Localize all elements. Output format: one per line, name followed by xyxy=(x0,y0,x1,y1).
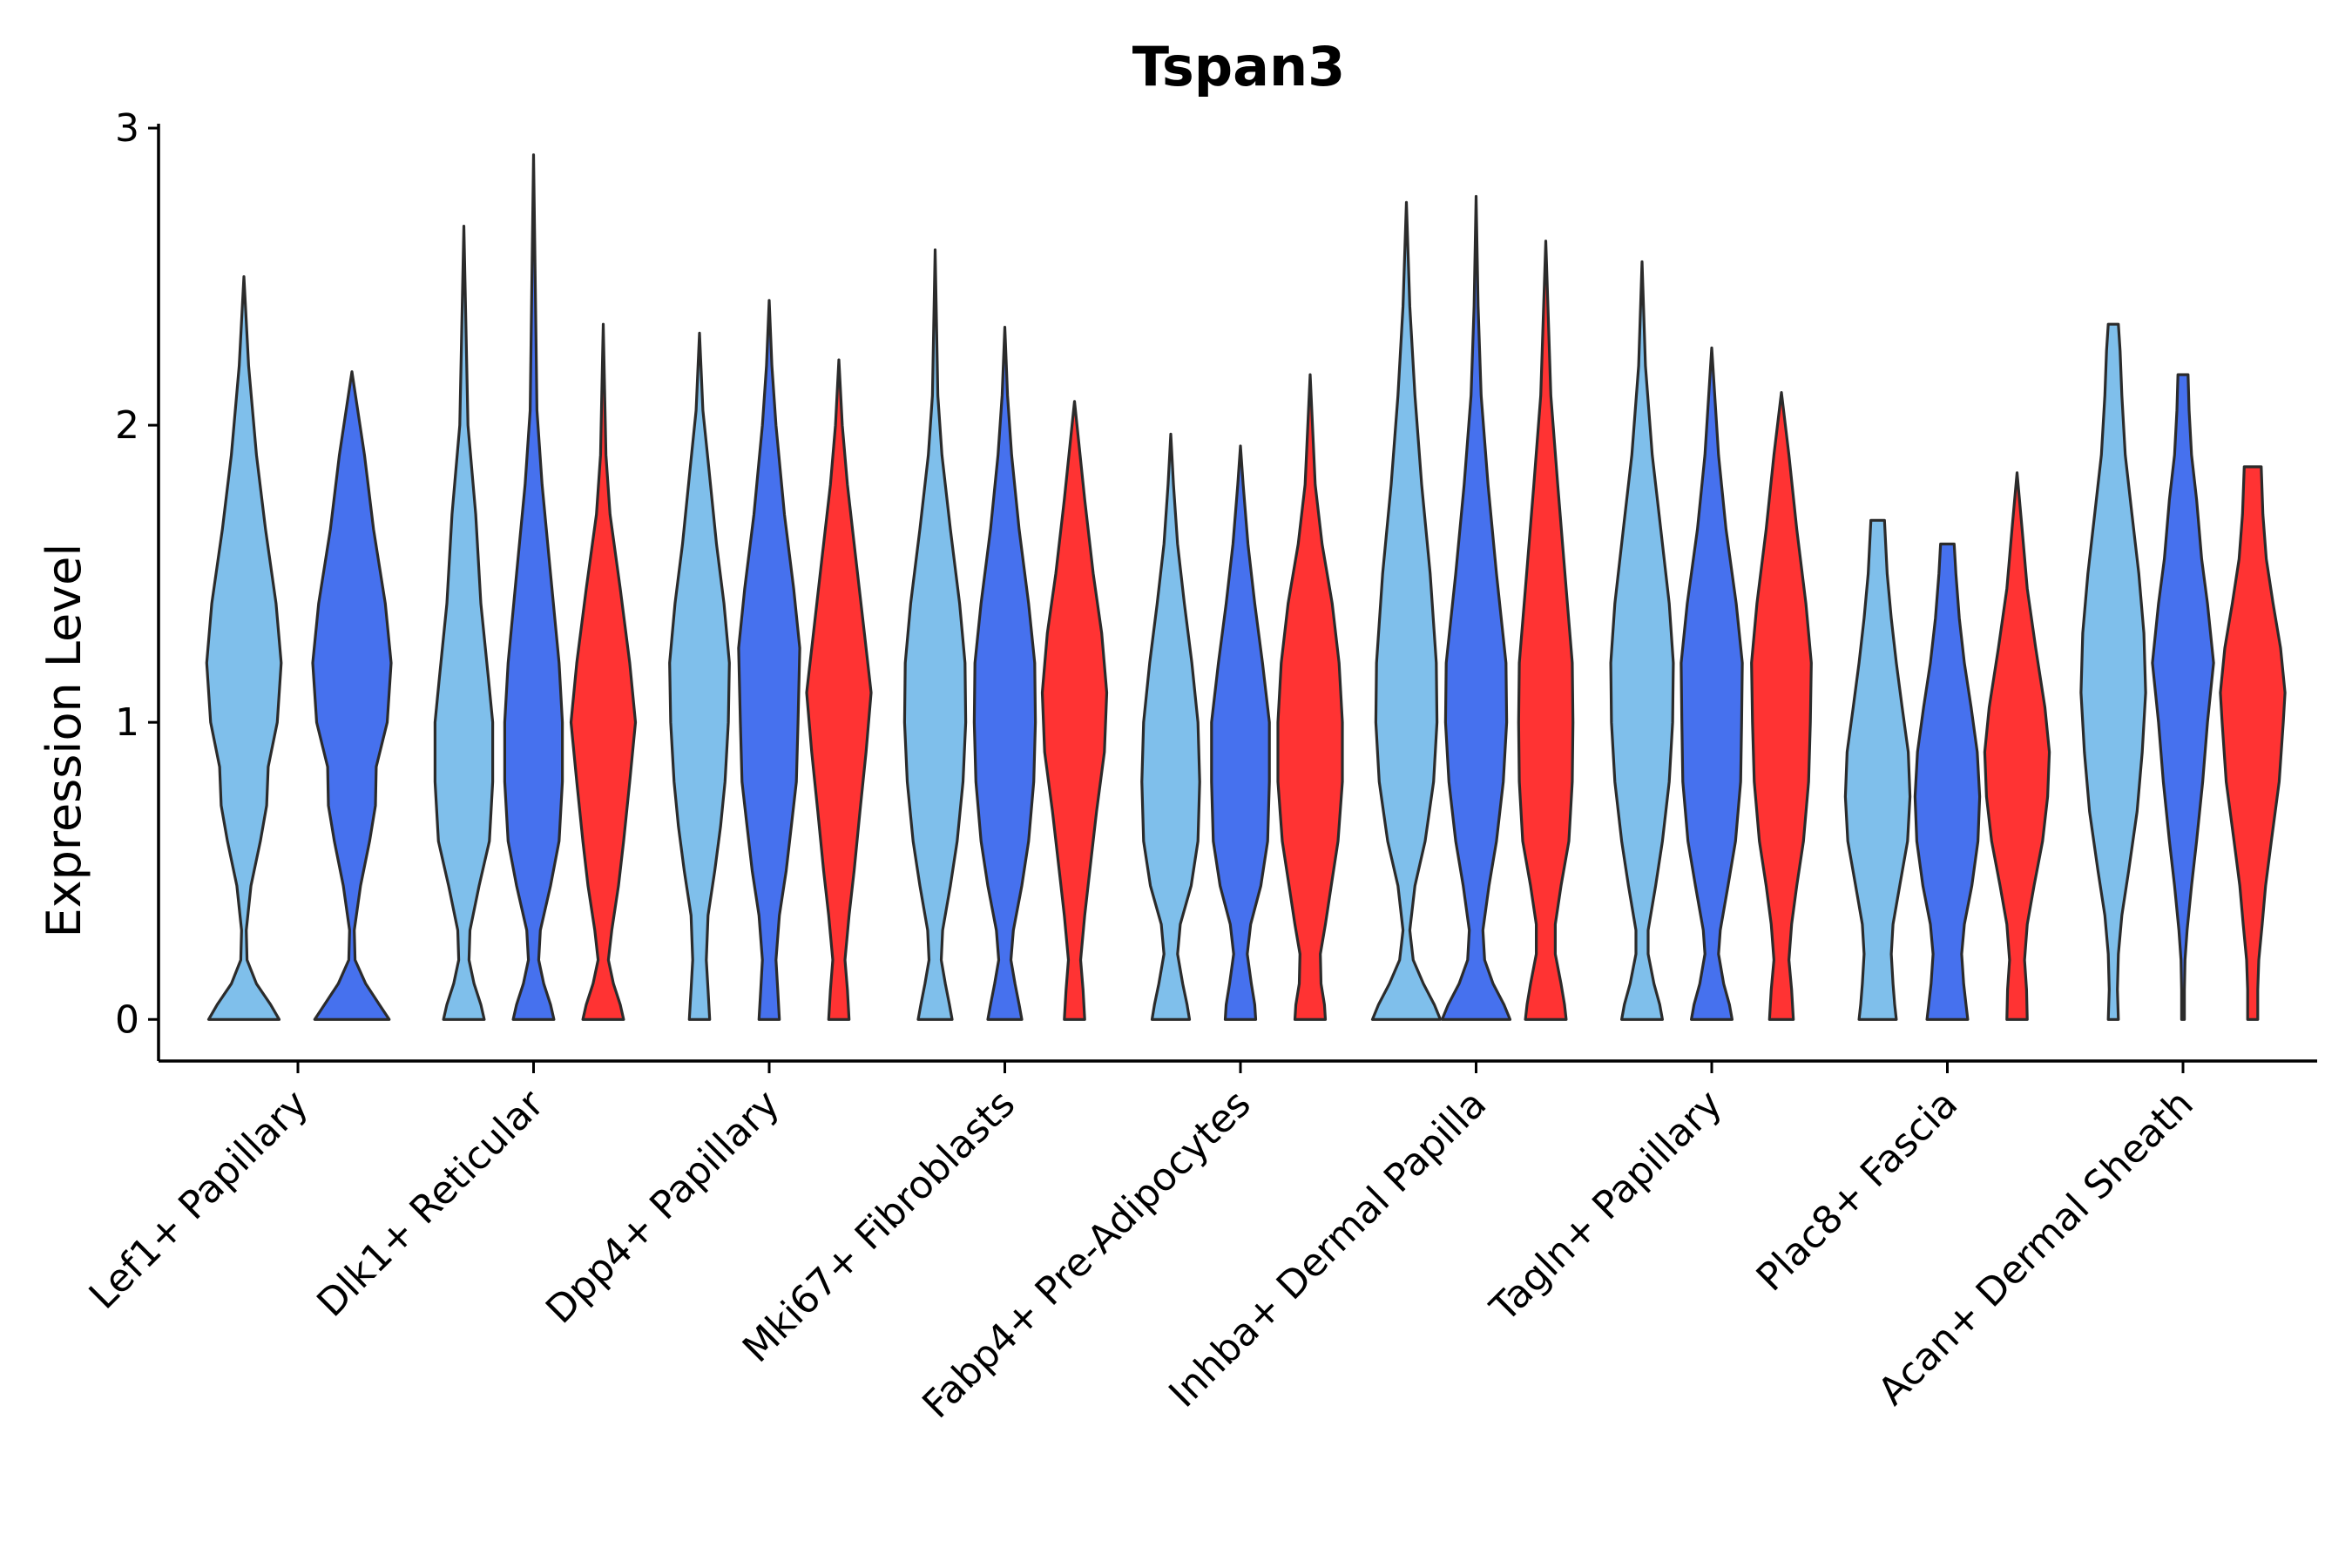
y-tick-label-1: 1 xyxy=(115,700,139,745)
violin-9-2 xyxy=(2151,373,2215,1021)
violin-5-1 xyxy=(1140,432,1201,1021)
y-tick-label-0: 0 xyxy=(115,997,139,1042)
violin-3-3 xyxy=(805,358,873,1021)
axes xyxy=(157,124,2317,1063)
violin-3-1 xyxy=(668,331,731,1021)
violin-5-3 xyxy=(1276,373,1344,1021)
y-tick-label-3: 3 xyxy=(115,106,139,151)
y-axis-label: Expression Level xyxy=(37,544,91,938)
violin-8-1 xyxy=(1843,518,1912,1021)
violin-8-2 xyxy=(1913,542,1982,1021)
violin-2-3 xyxy=(569,322,638,1021)
x-category-label-2: Dlk1+ Reticular xyxy=(308,1081,553,1326)
violin-6-2 xyxy=(1440,194,1512,1021)
x-category-label-7: Tagln+ Papillary xyxy=(1482,1082,1731,1331)
violin-7-3 xyxy=(1750,391,1813,1021)
violin-7-1 xyxy=(1609,260,1675,1021)
x-category-label-1: Lef1+ Papillary xyxy=(81,1082,317,1318)
violin-9-3 xyxy=(2219,465,2287,1021)
chart-title: Tspan3 xyxy=(1132,35,1345,98)
violin-6-1 xyxy=(1370,200,1443,1021)
violin-layer xyxy=(205,153,2287,1021)
violin-2-2 xyxy=(503,153,564,1021)
violin-4-1 xyxy=(902,248,968,1021)
violin-3-2 xyxy=(737,299,801,1021)
x-category-label-8: Plac8+ Fascia xyxy=(1748,1082,1967,1301)
y-ticks: 0 1 2 3 xyxy=(115,106,159,1042)
violin-4-2 xyxy=(972,326,1037,1021)
violin-1-1 xyxy=(205,275,283,1021)
y-tick-label-2: 2 xyxy=(115,403,139,448)
violin-5-2 xyxy=(1210,444,1271,1021)
violin-6-3 xyxy=(1517,240,1575,1021)
x-category-label-3: Dpp4+ Papillary xyxy=(537,1082,788,1333)
violin-9-1 xyxy=(2079,322,2147,1021)
violin-1-2 xyxy=(311,370,393,1021)
x-category-label-4: Mki67+ Fibroblasts xyxy=(734,1082,1024,1371)
violin-8-3 xyxy=(1983,471,2051,1021)
violin-2-1 xyxy=(433,225,495,1021)
violin-7-2 xyxy=(1680,346,1744,1021)
violin-4-3 xyxy=(1040,400,1109,1021)
